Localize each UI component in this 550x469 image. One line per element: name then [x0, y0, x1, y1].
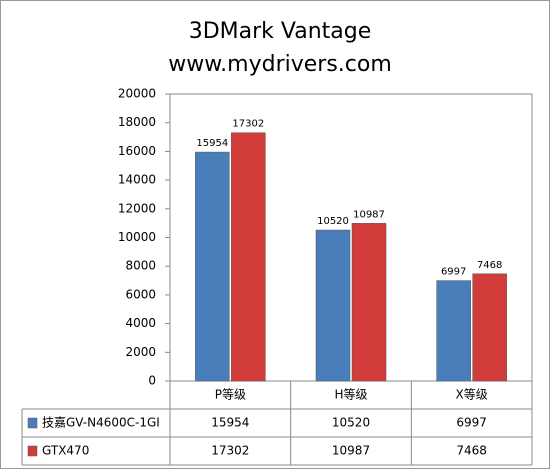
- table-cell: 7468: [456, 444, 487, 458]
- legend-swatch: [27, 445, 38, 457]
- y-tick-label: 16000: [118, 144, 156, 158]
- y-tick-label: 4000: [125, 316, 156, 330]
- x-tick-label: X等级: [456, 388, 488, 402]
- bar: [351, 223, 387, 382]
- table-cell: 15954: [211, 416, 249, 430]
- data-label: 15954: [196, 138, 228, 149]
- x-tick-label: H等级: [334, 388, 367, 402]
- table-cell: 17302: [211, 444, 249, 458]
- legend-swatch: [27, 417, 38, 429]
- y-tick-label: 8000: [125, 259, 156, 273]
- y-tick-label: 12000: [118, 201, 156, 215]
- bar: [231, 132, 266, 382]
- y-tick-label: 6000: [125, 287, 156, 301]
- x-tick-label: P等级: [215, 388, 246, 402]
- data-label: 10987: [353, 209, 385, 220]
- bar: [436, 280, 471, 382]
- y-tick-label: 10000: [118, 230, 156, 244]
- bar: [472, 273, 507, 382]
- chart-subtitle: www.mydrivers.com: [168, 52, 392, 77]
- table-cell: 6997: [456, 416, 487, 430]
- legend-label: GTX470: [42, 444, 89, 458]
- legend-label: 技嘉GV-N4600C-1GI: [42, 416, 160, 430]
- data-label: 7468: [477, 260, 502, 271]
- bar: [315, 229, 351, 382]
- chart-title: 3DMark Vantage: [189, 19, 372, 44]
- y-tick-label: 18000: [118, 115, 156, 129]
- table-cell: 10987: [332, 444, 370, 458]
- bar: [195, 151, 230, 382]
- y-tick-label: 0: [148, 374, 156, 388]
- y-tick-label: 14000: [118, 173, 156, 187]
- data-label: 17302: [232, 119, 264, 130]
- y-tick-label: 20000: [118, 87, 156, 101]
- table-cell: 10520: [332, 416, 370, 430]
- data-label: 6997: [441, 267, 466, 278]
- y-tick-label: 2000: [125, 345, 156, 359]
- data-label: 10520: [317, 216, 349, 227]
